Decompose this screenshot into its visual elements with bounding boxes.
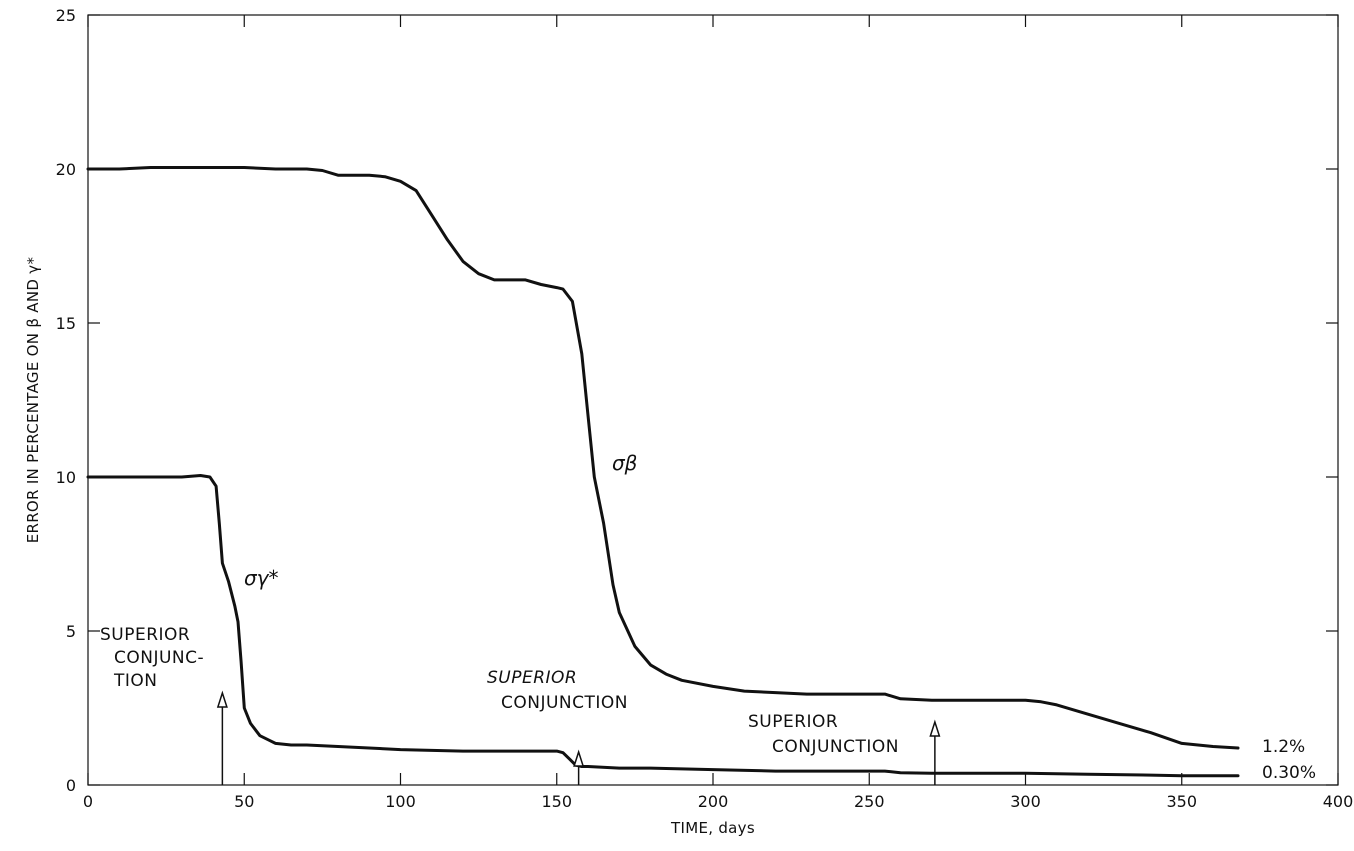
annotation-arrow-head — [216, 690, 228, 708]
series-group — [86, 166, 1240, 778]
tick-group: 0 50 100 150 200 250 300 350 400 0 5 10 15 20 25 — [56, 6, 1354, 811]
annotation-arrow-head — [573, 749, 585, 767]
x-tick-label: 100 — [385, 792, 416, 811]
annotation-text: CONJUNCTION — [501, 693, 628, 713]
annotation-text: SUPERIOR — [100, 625, 190, 645]
annotation-group: SUPERIOR CONJUNC- TION SUPERIOR CONJUNCTION S… — [100, 625, 941, 785]
series-label-sigma-gamma: σγ* — [244, 566, 279, 590]
series-label-sigma-beta: σβ — [612, 451, 638, 475]
series-line-sigma-beta — [86, 166, 1240, 750]
x-tick-label: 250 — [854, 792, 885, 811]
y-tick-label: 0 — [66, 776, 76, 795]
annotation-text: SUPERIOR — [487, 668, 577, 688]
x-tick-label: 50 — [234, 792, 254, 811]
x-tick-label: 200 — [698, 792, 729, 811]
x-tick-label: 0 — [83, 792, 93, 811]
series-line-sigma-gamma — [86, 474, 1240, 778]
plot-frame — [87, 14, 1339, 786]
y-tick-label: 20 — [56, 160, 76, 179]
annotation-arrow-head — [929, 719, 941, 737]
annotation-text: CONJUNCTION — [772, 737, 899, 757]
annotation-text: SUPERIOR — [748, 712, 838, 732]
y-tick-label: 25 — [56, 6, 76, 25]
y-tick-label: 5 — [66, 622, 76, 641]
x-tick-label: 150 — [541, 792, 572, 811]
annotation-text: TION — [113, 671, 158, 691]
end-label-sigma-gamma: 0.30% — [1262, 763, 1316, 783]
x-axis-label: TIME, days — [670, 819, 755, 837]
x-tick-label: 400 — [1323, 792, 1354, 811]
y-tick-label: 10 — [56, 468, 76, 487]
end-label-sigma-beta: 1.2% — [1262, 737, 1305, 757]
x-tick-label: 300 — [1010, 792, 1041, 811]
y-tick-label: 15 — [56, 314, 76, 333]
y-axis-label: ERROR IN PERCENTAGE ON β AND γ* — [24, 257, 42, 544]
annotation-text: CONJUNC- — [114, 648, 204, 668]
x-tick-label: 350 — [1166, 792, 1197, 811]
